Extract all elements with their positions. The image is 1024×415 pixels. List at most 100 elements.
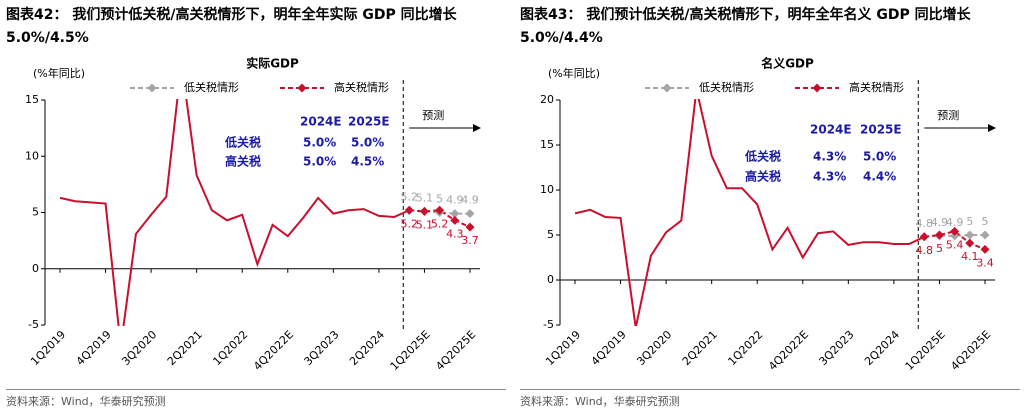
series-marker (965, 238, 975, 248)
table-cell: 高关税 (745, 169, 781, 184)
x-tick-label: 4Q2019 (589, 328, 629, 368)
table-cell: 5.0% (303, 136, 336, 150)
series-marker (450, 209, 460, 219)
legend-label: 低关税情形 (184, 80, 239, 94)
y-tick-label: -5 (28, 318, 39, 331)
data-label: 5 (982, 215, 989, 228)
x-tick-label: 4Q2022E (251, 328, 296, 373)
series-line (574, 99, 925, 326)
x-tick-label: 1Q2025E (388, 328, 433, 373)
data-label: 5.4 (946, 238, 964, 251)
x-tick-label: 4Q2025E (948, 328, 993, 373)
chart-title: 实际GDP (246, 56, 299, 71)
data-label: 5.2 (401, 217, 419, 230)
data-label: 4.8 (916, 244, 934, 257)
series-marker (965, 230, 975, 240)
series-marker (980, 244, 990, 254)
table-header: 2024E (810, 123, 852, 137)
series-marker (465, 209, 475, 219)
data-label: 5 (966, 215, 973, 228)
source: 资料来源：Wind，华泰研究预测 (520, 395, 680, 408)
data-label: 5 (936, 242, 943, 255)
data-label: 5.2 (401, 190, 419, 203)
table-header: 2025E (348, 115, 390, 129)
x-tick-label: 2Q2024 (862, 328, 902, 368)
y-tick-label: 5 (547, 228, 554, 241)
table-cell: 4.4% (863, 170, 896, 184)
y-tick-label: 5 (32, 206, 39, 219)
data-label: 4.3 (446, 227, 464, 240)
series-marker (450, 215, 460, 225)
x-tick-label: 3Q2023 (302, 328, 342, 368)
x-tick-label: 3Q2020 (634, 328, 674, 368)
data-label: 5.1 (416, 191, 434, 204)
data-label: 4.9 (461, 194, 479, 207)
data-label: 5 (436, 193, 443, 206)
legend-marker (147, 83, 157, 93)
x-tick-label: 4Q2022E (766, 328, 811, 373)
legend-marker (297, 83, 307, 93)
x-tick-label: 2Q2021 (680, 328, 720, 368)
chart-title: 名义GDP (761, 56, 814, 71)
x-tick-label: 4Q2019 (74, 328, 114, 368)
x-tick-label: 1Q2022 (210, 328, 250, 368)
x-tick-label: 2Q2024 (347, 328, 387, 368)
legend-label: 高关税情形 (334, 80, 389, 94)
rule (520, 389, 1020, 390)
data-label: 4.9 (931, 216, 949, 229)
data-label: 4.1 (961, 250, 979, 263)
series-marker (934, 230, 944, 240)
x-tick-label: 1Q2022 (725, 328, 765, 368)
data-label: 3.7 (461, 234, 479, 247)
table-cell: 低关税 (224, 135, 261, 150)
series-marker (435, 205, 445, 215)
data-label: 5.1 (416, 218, 434, 231)
x-tick-label: 1Q2025E (903, 328, 948, 373)
y-tick-label: 10 (25, 149, 39, 162)
series-marker (950, 226, 960, 236)
data-label: 3.4 (976, 256, 994, 269)
y-tick-label: 15 (540, 138, 554, 151)
rule (6, 389, 506, 390)
series-marker (919, 232, 929, 242)
plot-area (574, 99, 986, 326)
table-cell: 4.3% (813, 170, 846, 184)
legend-label: 低关税情形 (699, 80, 754, 94)
x-tick-label: 1Q2019 (28, 328, 68, 368)
series-marker (419, 206, 429, 216)
series-marker (980, 230, 990, 240)
x-tick-label: 3Q2020 (119, 328, 159, 368)
plot-area (59, 99, 471, 326)
data-label: 4.8 (916, 217, 934, 230)
y-tick-label: 0 (547, 273, 554, 286)
table-cell: 高关税 (225, 154, 261, 169)
series-line (924, 230, 986, 251)
y-tick-label: 0 (32, 262, 39, 275)
x-tick-label: 2Q2021 (165, 328, 205, 368)
y-tick-label: 10 (540, 183, 554, 196)
series-marker (465, 222, 475, 232)
y-tick-label: -5 (543, 318, 554, 331)
annotation: 预测 (422, 109, 444, 122)
table-cell: 4.3% (813, 150, 846, 164)
data-label: 5.2 (431, 217, 449, 230)
y-tick-label: 15 (25, 93, 39, 106)
table-header: 2025E (860, 123, 902, 137)
legend-label: 高关税情形 (849, 80, 904, 94)
y-tick-label: 20 (540, 93, 554, 106)
series-line (409, 209, 471, 229)
table-cell: 5.0% (303, 155, 336, 169)
table-cell: 5.0% (351, 136, 384, 150)
x-tick-label: 4Q2025E (433, 328, 478, 373)
table-cell: 低关税 (744, 149, 781, 164)
caption: 图表42： 我们预计低关税/高关税情形下，明年全年实际 GDP 同比增长 5.0… (6, 7, 457, 46)
table-cell: 4.5% (351, 155, 384, 169)
x-tick-label: 1Q2019 (543, 328, 583, 368)
legend-marker (662, 83, 672, 93)
data-label: 4.9 (446, 194, 464, 207)
y-axis-label: (%年同比) (33, 66, 85, 80)
y-axis-label: (%年同比) (548, 66, 600, 80)
data-label: 4.9 (946, 216, 964, 229)
